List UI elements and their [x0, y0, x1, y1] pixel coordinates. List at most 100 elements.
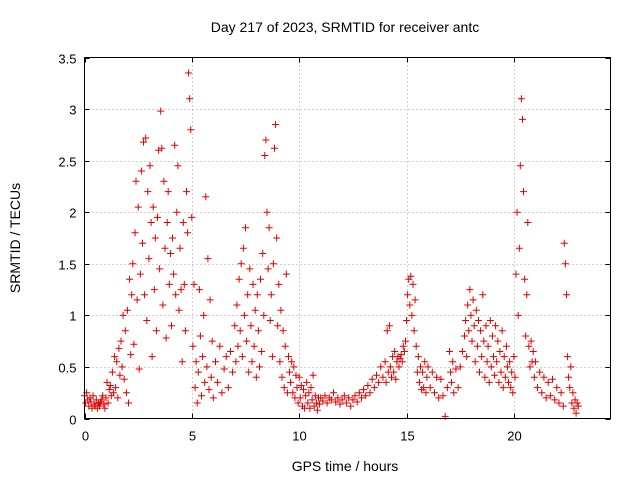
data-point [156, 265, 164, 273]
data-point [256, 363, 263, 371]
data-point [172, 291, 180, 299]
data-point [340, 392, 348, 400]
data-point [288, 358, 296, 366]
data-point [189, 342, 197, 350]
data-point [240, 311, 248, 319]
data-point [495, 378, 503, 386]
data-point [294, 399, 302, 407]
data-point [426, 384, 434, 392]
data-point [96, 402, 103, 410]
data-point [316, 400, 324, 408]
data-point [473, 342, 481, 350]
data-point [262, 136, 270, 144]
data-point [194, 368, 202, 376]
data-point [258, 348, 266, 355]
data-point [424, 363, 432, 371]
x-tick-label: 5 [189, 429, 196, 444]
data-point [493, 358, 501, 366]
data-point [302, 392, 310, 400]
data-point [113, 358, 121, 366]
data-point [307, 384, 315, 392]
data-point [287, 378, 295, 386]
data-point [247, 322, 255, 330]
data-point [540, 373, 548, 381]
data-point [415, 378, 423, 386]
data-point [126, 275, 134, 283]
data-point [431, 389, 438, 397]
data-point [131, 229, 139, 237]
data-point [512, 270, 520, 278]
data-point [345, 394, 353, 402]
data-point [452, 365, 460, 373]
data-point [159, 301, 167, 309]
data-point [148, 353, 156, 361]
data-point [551, 396, 559, 404]
data-point [443, 384, 451, 392]
data-point [391, 348, 399, 355]
data-point [89, 392, 97, 400]
data-point [527, 337, 535, 345]
data-point [362, 392, 370, 400]
data-point [203, 363, 211, 371]
data-point [267, 291, 275, 299]
data-point [496, 348, 504, 355]
data-point [386, 363, 394, 371]
data-point [448, 378, 456, 386]
data-point [487, 363, 495, 371]
x-tick-label: 10 [292, 429, 306, 444]
data-point [169, 234, 176, 242]
data-point [278, 373, 286, 381]
data-point [119, 311, 127, 319]
data-point [176, 244, 184, 252]
data-point [572, 409, 580, 417]
x-tick-label: 15 [400, 429, 414, 444]
data-point [260, 311, 268, 319]
data-point [574, 402, 582, 410]
data-point [263, 208, 271, 216]
data-point [379, 373, 387, 381]
data-point [184, 229, 192, 237]
y-tick-label: 2.5 [58, 155, 76, 170]
data-point [454, 384, 462, 392]
data-point [249, 280, 257, 288]
data-point [222, 353, 230, 361]
data-point [136, 270, 144, 278]
data-point [309, 371, 317, 379]
data-point [476, 368, 483, 376]
plot-frame [84, 57, 611, 419]
data-point [388, 373, 395, 381]
data-point [561, 260, 569, 268]
data-point [519, 115, 526, 123]
data-point [254, 327, 262, 335]
data-point [118, 363, 126, 371]
data-point [423, 373, 431, 381]
data-point [104, 399, 112, 407]
data-point [199, 353, 207, 361]
data-point [439, 392, 447, 400]
data-point [395, 363, 403, 371]
data-point [165, 280, 173, 288]
data-point [192, 358, 200, 366]
data-point [342, 399, 350, 407]
data-point [355, 389, 363, 397]
data-point [332, 398, 340, 406]
data-point [193, 399, 201, 407]
data-point [275, 280, 283, 288]
data-point [412, 342, 420, 350]
data-point [160, 177, 168, 185]
data-point [204, 255, 212, 263]
data-point [195, 286, 203, 294]
data-point [297, 382, 305, 389]
data-point [567, 363, 575, 371]
data-point [224, 384, 232, 392]
data-point [462, 317, 470, 324]
data-point [265, 224, 273, 232]
grid [84, 57, 611, 419]
data-point [205, 386, 213, 394]
data-point [515, 244, 523, 252]
data-point [116, 371, 124, 379]
data-point [477, 327, 485, 335]
data-point [323, 399, 331, 407]
data-point [170, 270, 178, 278]
data-point [163, 219, 171, 226]
